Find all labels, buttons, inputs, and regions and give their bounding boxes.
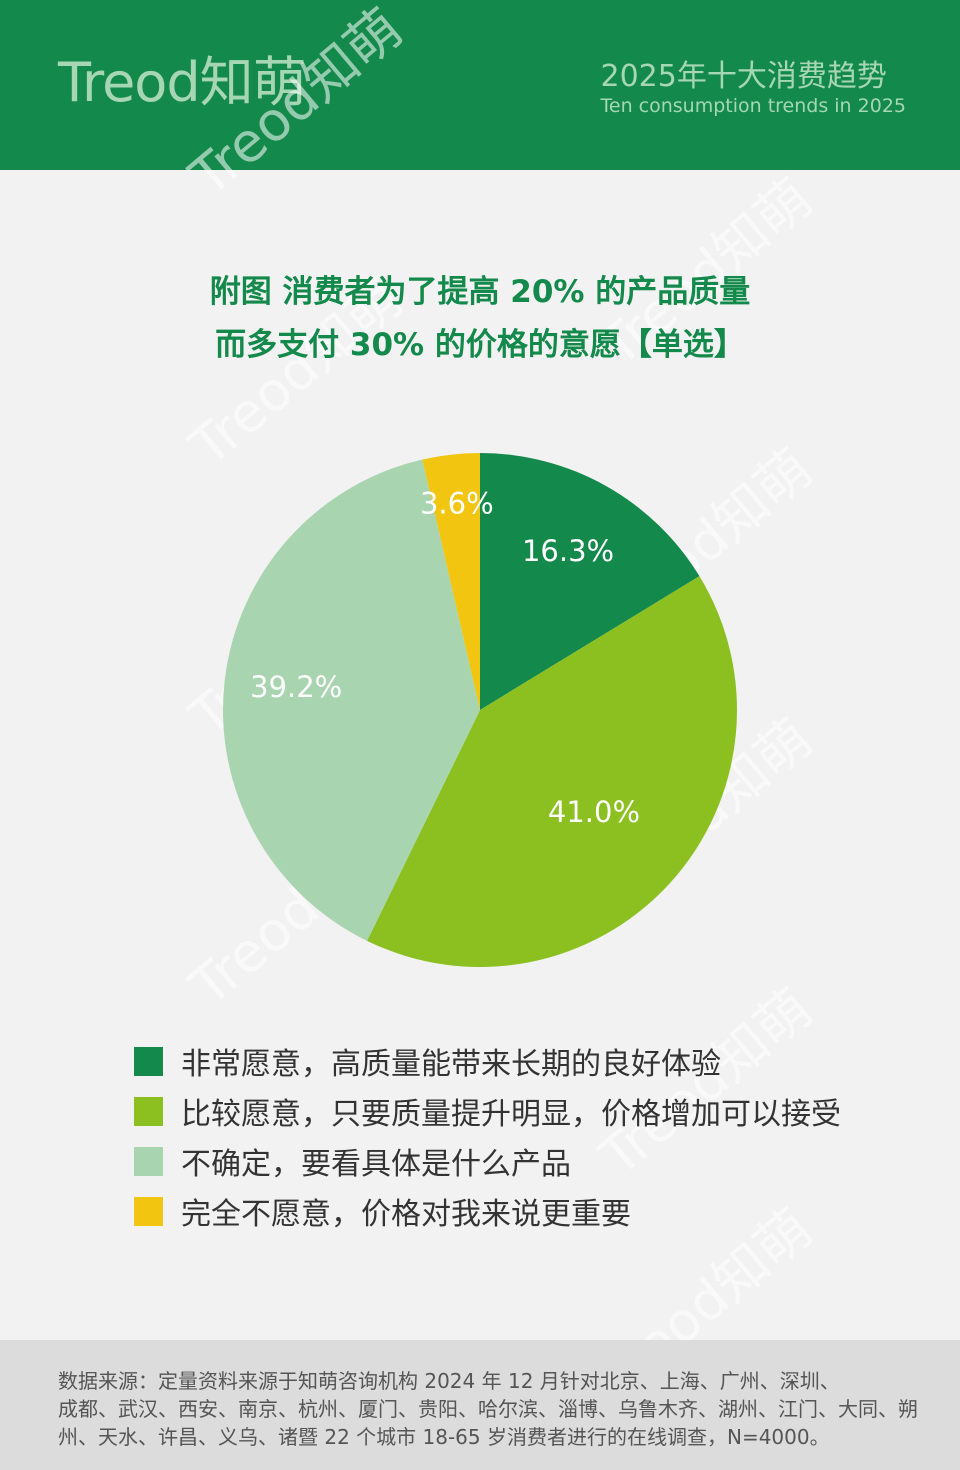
legend-item: 完全不愿意，价格对我来说更重要 xyxy=(134,1186,841,1236)
slice-data-label: 39.2% xyxy=(250,670,342,704)
legend-swatch xyxy=(134,1146,163,1176)
watermark: Treod知萌 xyxy=(588,436,824,649)
legend-label: 比较愿意，只要质量提升明显，价格增加可以接受 xyxy=(181,1097,841,1132)
report-title-cn: 2025年十大消费趋势 xyxy=(600,59,887,94)
chart-title-line-2: 而多支付 30% 的价格的意愿【单选】 xyxy=(215,327,745,363)
slice-data-label: 3.6% xyxy=(420,487,494,521)
chart-title-line-1: 附图 消费者为了提高 20% 的产品质量 xyxy=(209,274,751,310)
slice-data-label: 41.0% xyxy=(548,795,640,829)
legend-label: 完全不愿意，价格对我来说更重要 xyxy=(181,1197,631,1232)
watermark: Treod知萌 xyxy=(588,706,824,919)
report-title: 2025年十大消费趋势 Ten consumption trends in 20… xyxy=(601,60,907,118)
chart-legend: 非常愿意，高质量能带来长期的良好体验 比较愿意，只要质量提升明显，价格增加可以接… xyxy=(134,1036,841,1236)
watermark: Treod知萌 xyxy=(178,806,414,1019)
data-source-footer: 数据来源：定量资料来源于知萌咨询机构 2024 年 12 月针对北京、上海、广州… xyxy=(0,1340,960,1470)
pie-slice xyxy=(367,576,738,967)
legend-label: 非常愿意，高质量能带来长期的良好体验 xyxy=(181,1047,721,1082)
brand-logo: Treod知萌 xyxy=(58,51,307,114)
data-source-line-1: 数据来源：定量资料来源于知萌咨询机构 2024 年 12 月针对北京、上海、广州… xyxy=(58,1369,840,1393)
legend-swatch xyxy=(134,1096,163,1126)
legend-label: 不确定，要看具体是什么产品 xyxy=(181,1147,571,1182)
legend-item: 比较愿意，只要质量提升明显，价格增加可以接受 xyxy=(134,1086,841,1136)
slice-data-label: 16.3% xyxy=(522,534,614,568)
data-source-line-2: 成都、武汉、西安、南京、杭州、厦门、贵阳、哈尔滨、淄博、乌鲁木齐、湖州、江门、大… xyxy=(58,1397,918,1421)
pie-slice xyxy=(480,453,700,710)
chart-title: 附图 消费者为了提高 20% 的产品质量 而多支付 30% 的价格的意愿【单选】 xyxy=(0,266,960,372)
legend-swatch xyxy=(134,1046,163,1076)
pie-slice xyxy=(422,453,480,710)
legend-item: 不确定，要看具体是什么产品 xyxy=(134,1136,841,1186)
data-source-note: 数据来源：定量资料来源于知萌咨询机构 2024 年 12 月针对北京、上海、广州… xyxy=(58,1367,918,1451)
data-source-line-3: 州、天水、许昌、义乌、诸暨 22 个城市 18-65 岁消费者进行的在线调查，N… xyxy=(58,1425,830,1449)
header-bar: Treod知萌 2025年十大消费趋势 Ten consumption tren… xyxy=(0,0,960,170)
report-title-en: Ten consumption trends in 2025 xyxy=(600,95,907,117)
legend-item: 非常愿意，高质量能带来长期的良好体验 xyxy=(134,1036,841,1086)
legend-swatch xyxy=(134,1196,163,1226)
watermark: Treod知萌 xyxy=(178,536,414,749)
pie-slice xyxy=(223,459,480,941)
